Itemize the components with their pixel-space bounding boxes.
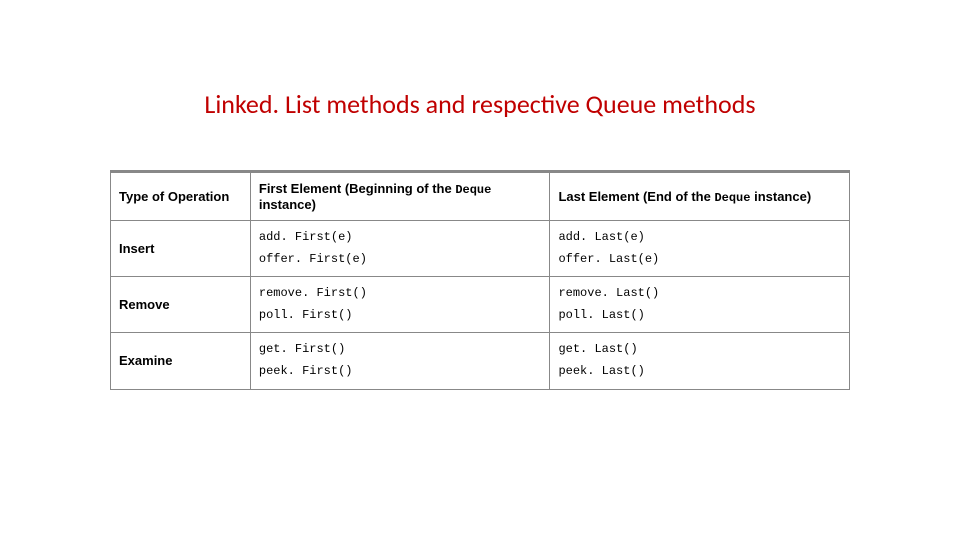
header-last-element: Last Element (End of the Deque instance): [550, 172, 850, 221]
method-name: offer. First(e): [259, 249, 542, 271]
op-remove: Remove: [111, 277, 251, 333]
cell-remove-first: remove. First() poll. First(): [250, 277, 550, 333]
op-examine: Examine: [111, 333, 251, 389]
header-last-suffix: instance): [750, 189, 811, 204]
header-last-prefix: Last Element (End of the: [558, 189, 714, 204]
method-name: poll. Last(): [558, 305, 841, 327]
table-row: Remove remove. First() poll. First() rem…: [111, 277, 850, 333]
method-name: peek. First(): [259, 361, 542, 383]
table-header-row: Type of Operation First Element (Beginni…: [111, 172, 850, 221]
method-name: offer. Last(e): [558, 249, 841, 271]
method-name: get. First(): [259, 339, 542, 361]
method-name: peek. Last(): [558, 361, 841, 383]
slide: Linked. List methods and respective Queu…: [0, 0, 960, 540]
method-name: poll. First(): [259, 305, 542, 327]
cell-remove-last: remove. Last() poll. Last(): [550, 277, 850, 333]
table-row: Insert add. First(e) offer. First(e) add…: [111, 221, 850, 277]
method-name: add. First(e): [259, 227, 542, 249]
header-first-code: Deque: [455, 183, 491, 197]
cell-insert-last: add. Last(e) offer. Last(e): [550, 221, 850, 277]
method-name: remove. First(): [259, 283, 542, 305]
deque-table-wrap: Type of Operation First Element (Beginni…: [110, 170, 850, 390]
header-first-element: First Element (Beginning of the Deque in…: [250, 172, 550, 221]
header-first-prefix: First Element (Beginning of the: [259, 181, 455, 196]
cell-insert-first: add. First(e) offer. First(e): [250, 221, 550, 277]
slide-title: Linked. List methods and respective Queu…: [0, 88, 960, 120]
method-name: remove. Last(): [558, 283, 841, 305]
cell-examine-last: get. Last() peek. Last(): [550, 333, 850, 389]
header-type-of-operation: Type of Operation: [111, 172, 251, 221]
method-name: get. Last(): [558, 339, 841, 361]
cell-examine-first: get. First() peek. First(): [250, 333, 550, 389]
deque-methods-table: Type of Operation First Element (Beginni…: [110, 170, 850, 390]
header-first-suffix: instance): [259, 197, 316, 212]
method-name: add. Last(e): [558, 227, 841, 249]
table-row: Examine get. First() peek. First() get. …: [111, 333, 850, 389]
header-last-code: Deque: [714, 191, 750, 205]
op-insert: Insert: [111, 221, 251, 277]
